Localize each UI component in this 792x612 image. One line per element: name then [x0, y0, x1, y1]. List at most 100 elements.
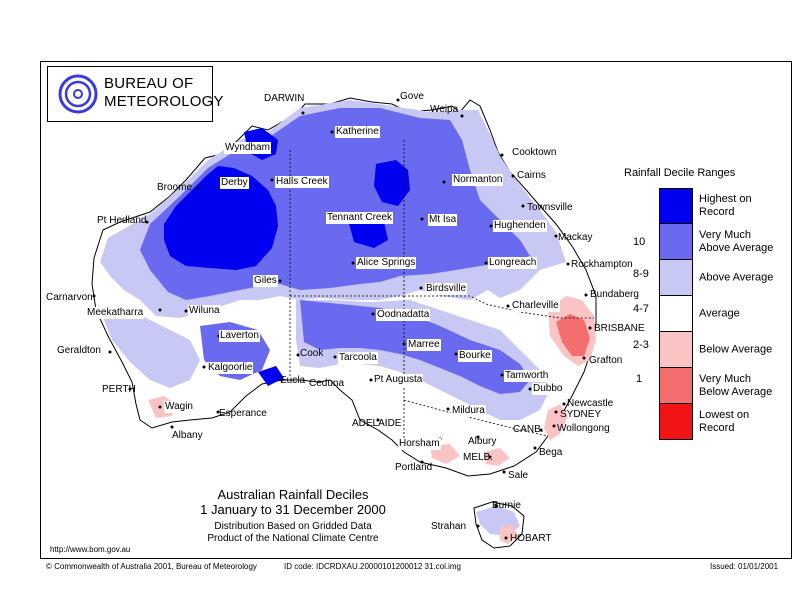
- place-label-broome: Broome: [157, 182, 193, 193]
- place-label-pt-augusta: Pt Augusta: [373, 374, 424, 386]
- legend-label-line1: Lowest on: [699, 409, 750, 421]
- place-label-wiluna: Wiluna: [188, 305, 221, 317]
- place-label-mildura: Mildura: [451, 405, 486, 417]
- map-title-block: Australian Rainfall Deciles 1 January to…: [183, 487, 403, 545]
- legend-item: Average: [659, 296, 792, 332]
- place-label-strahan: Strahan: [431, 521, 467, 532]
- place-label-laverton: Laverton: [219, 330, 260, 342]
- legend-label: Below Average: [699, 344, 772, 357]
- place-label-horsham: Horsham: [398, 438, 441, 450]
- place-label-dubbo: Dubbo: [532, 383, 564, 395]
- place-label-esperance: Esperance: [219, 408, 267, 419]
- legend-label-line1: Above Average: [699, 271, 774, 284]
- place-label-bourke: Bourke: [458, 350, 492, 362]
- legend-label-line2: Above Average: [699, 242, 774, 254]
- place-label-tarcoola: Tarcoola: [338, 352, 378, 364]
- place-label-cooktown: Cooktown: [512, 147, 557, 158]
- place-label-giles: Giles: [253, 275, 278, 287]
- bom-name-line2: METEOROLOGY: [104, 93, 224, 110]
- map-subtitle-line1: Distribution Based on Gridded Data: [214, 521, 372, 532]
- place-markers: [92, 98, 592, 540]
- place-label-adelaide: ADELAIDE: [352, 418, 402, 429]
- legend-label: Average: [699, 308, 740, 321]
- legend-label-line2: Record: [699, 206, 735, 218]
- legend-label: Very Much Above Average: [699, 229, 773, 255]
- place-label-ceduna: Ceduna: [309, 378, 345, 389]
- legend-item: Lowest on Record: [659, 404, 792, 440]
- legend-label: Very Much Below Average: [699, 373, 772, 399]
- place-label-normanton: Normanton: [452, 174, 504, 186]
- place-label-newcastle: Newcastle: [567, 398, 614, 409]
- place-label-bega: Bega: [539, 447, 563, 458]
- legend-label-line1: Below Average: [699, 343, 773, 356]
- place-label-sale: Sale: [508, 470, 529, 481]
- legend-decile-number: 2-3: [633, 339, 649, 351]
- place-label-pt-hedland: Pt Hedland: [97, 215, 147, 226]
- place-label-tennant-creek: Tennant Creek: [326, 212, 394, 224]
- place-label-charleville: Charleville: [511, 300, 560, 312]
- legend-item: Very Much Below Average: [659, 368, 792, 404]
- region-very-much-below-qld-coast: [556, 314, 590, 356]
- place-label-marree: Marree: [407, 339, 441, 351]
- map-title-line1: Australian Rainfall Deciles: [217, 487, 369, 502]
- legend-decile-number: 1: [636, 373, 643, 385]
- place-label-geraldton: Geraldton: [57, 345, 101, 356]
- legend-label-line1: Very Much: [699, 229, 751, 241]
- place-label-grafton: Grafton: [589, 355, 623, 366]
- legend-label-line2: Below Average: [699, 386, 773, 398]
- place-label-cairns: Cairns: [517, 170, 546, 181]
- place-label-meekatharra: Meekatharra: [86, 307, 145, 319]
- place-label-carnarvon: Carnarvon: [46, 292, 93, 303]
- place-label-albany: Albany: [172, 430, 203, 441]
- map-subtitle-line2: Product of the National Climate Centre: [207, 533, 379, 544]
- region-below-average-tas: [500, 524, 518, 544]
- place-label-hughenden: Hughenden: [493, 220, 547, 232]
- place-label-darwin: DARWIN: [264, 93, 305, 104]
- legend-swatch: [659, 188, 693, 224]
- place-label-wagin: Wagin: [164, 401, 194, 413]
- legend-swatch: [659, 224, 693, 260]
- place-label-derby: Derby: [220, 177, 249, 189]
- region-highest-nullarbor: [258, 366, 284, 386]
- legend-title: Rainfall Decile Ranges: [624, 167, 736, 179]
- website-url[interactable]: http://www.bom.gov.au: [50, 545, 131, 554]
- region-highest-gulf: [374, 160, 410, 206]
- map-title-line2: 1 January to 31 December 2000: [200, 502, 386, 517]
- place-label-katherine: Katherine: [335, 126, 380, 138]
- legend-swatch: [659, 404, 693, 440]
- place-label-halls-creek: Halls Creek: [275, 176, 329, 188]
- place-label-bundaberg: Bundaberg: [590, 289, 639, 300]
- place-label-rockhampton: Rockhampton: [571, 259, 633, 270]
- place-label-canberra: CANB.: [513, 424, 544, 435]
- legend-item: Above Average: [659, 260, 792, 296]
- place-label-albury: Albury: [468, 436, 497, 447]
- place-label-tamworth: Tamworth: [504, 370, 550, 382]
- legend-item: Very Much Above Average: [659, 224, 792, 260]
- legend-item: Highest on Record: [659, 188, 792, 224]
- bom-logo: BUREAU OF METEOROLOGY: [47, 66, 224, 122]
- place-label-eucla: Eucla: [280, 375, 306, 386]
- region-above-average-west: [100, 310, 200, 388]
- bom-name: BUREAU OF METEOROLOGY: [104, 75, 224, 111]
- legend-label-line1: Average: [699, 307, 740, 320]
- place-label-oodnadatta: Oodnadatta: [376, 309, 431, 321]
- place-label-hobart: HOBART: [510, 533, 552, 544]
- place-label-cook: Cook: [300, 348, 324, 359]
- region-below-average-nsw-coast: [544, 404, 568, 440]
- issued-date: Issued: 01/01/2001: [710, 562, 779, 571]
- region-highest-kimberley: [164, 166, 278, 270]
- place-label-wyndham: Wyndham: [224, 142, 271, 154]
- legend-label-line2: Record: [699, 422, 735, 434]
- legend-swatch: [659, 368, 693, 404]
- place-label-gove: Gove: [400, 91, 424, 102]
- place-label-perth: PERTH: [102, 384, 136, 395]
- region-below-average-vic-east: [484, 448, 510, 466]
- id-code: ID code: IDCRDXAU.20000101200012 31.col.…: [284, 562, 461, 571]
- legend-label: Above Average: [699, 272, 773, 285]
- bom-swirl-icon: [58, 74, 98, 114]
- place-label-mt-isa: Mt Isa: [428, 214, 458, 226]
- legend-decile-number: 4-7: [633, 303, 649, 315]
- legend-label: Lowest on Record: [699, 409, 749, 435]
- legend-decile-number: 10: [633, 236, 646, 248]
- place-label-townsville: Townsville: [527, 202, 573, 213]
